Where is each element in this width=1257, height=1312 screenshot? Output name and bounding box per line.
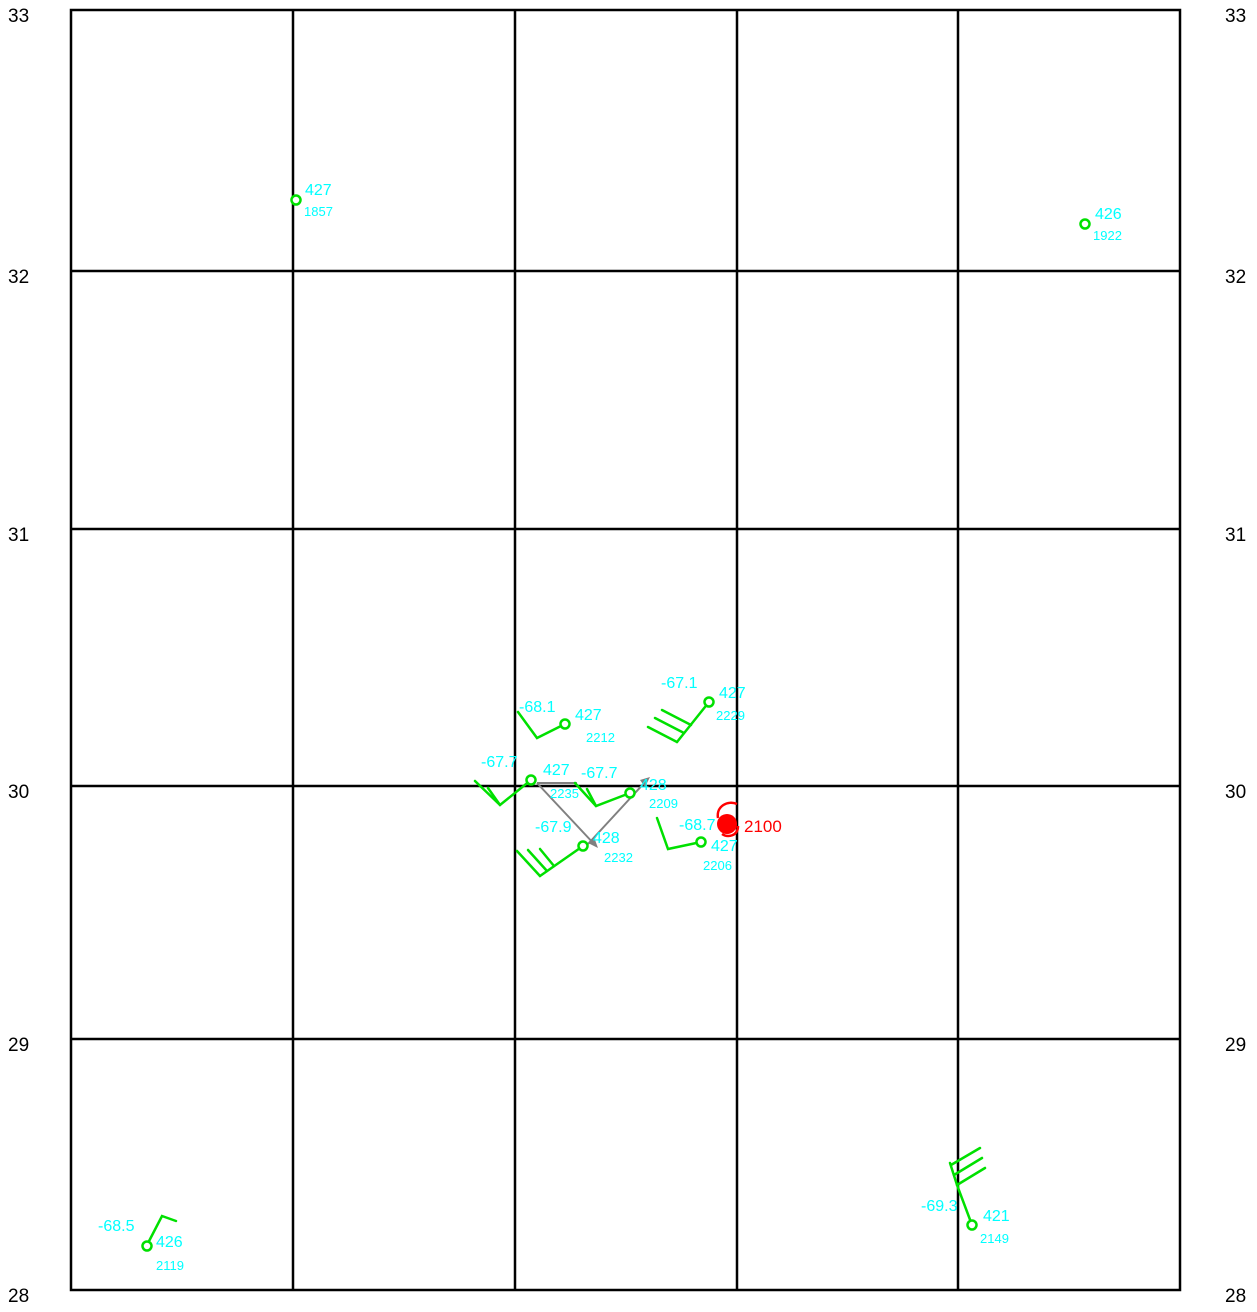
station-circle-icon[interactable] (966, 1219, 978, 1231)
lat-label-30: 30 (8, 782, 29, 803)
station-circle-icon[interactable] (1079, 218, 1091, 230)
temp-label: -68.5 (98, 1218, 135, 1235)
center-time-label: 2100 (744, 817, 782, 836)
time-label: 1857 (304, 204, 333, 219)
time-label: 2209 (649, 796, 678, 811)
time-label: 2232 (604, 850, 633, 865)
wind-barb (145, 1214, 178, 1247)
lat-label-32: 32 (8, 267, 29, 288)
lat-label-30: 30 (1225, 782, 1246, 803)
wind-barb (573, 781, 632, 808)
height-label: 421 (983, 1208, 1010, 1225)
temp-label: -67.7 (581, 765, 618, 782)
arrow-head (640, 777, 650, 787)
storm-center: 2100 (716, 801, 782, 838)
temp-label: -68.7 (679, 817, 716, 834)
lat-label-29: 29 (1225, 1035, 1246, 1056)
wind-barb (948, 1146, 987, 1227)
time-label: 1922 (1093, 228, 1122, 243)
lat-label-32: 32 (1225, 267, 1246, 288)
motion-arrow (536, 782, 597, 847)
height-label: 427 (711, 838, 738, 855)
station-labels: 427 1857 426 1922 -68.1 427 2212 -67.1 4… (98, 182, 1122, 1273)
wind-barb (655, 816, 703, 851)
lat-labels-right: 33 32 31 30 29 28 (1225, 6, 1246, 1307)
height-label: 427 (719, 685, 746, 702)
height-label: 428 (593, 830, 620, 847)
time-label: 2119 (156, 1258, 184, 1273)
lat-label-31: 31 (8, 525, 29, 546)
temp-label: -67.7 (481, 754, 518, 771)
lat-label-33: 33 (1225, 6, 1246, 27)
height-label: 426 (1095, 206, 1122, 223)
time-label: 2235 (550, 786, 579, 801)
wind-barb (473, 778, 533, 807)
storm-center-icon (721, 825, 740, 838)
temp-label: -67.1 (661, 675, 698, 692)
station-markers (141, 194, 1091, 1252)
wind-barbs (145, 700, 987, 1247)
wind-barb (646, 700, 711, 744)
wind-barb (515, 844, 585, 878)
storm-center-icon (716, 801, 738, 819)
station-circle-icon[interactable] (141, 1240, 153, 1252)
lat-lon-grid (69, 8, 1182, 1292)
lat-label-28: 28 (8, 1286, 29, 1307)
lat-label-33: 33 (8, 6, 29, 27)
motion-arrow (587, 779, 648, 845)
time-label: 2149 (980, 1231, 1009, 1246)
time-label: 2206 (703, 858, 732, 873)
time-label: 2212 (586, 730, 615, 745)
map-frame (69, 8, 1182, 1292)
height-label: 427 (543, 762, 570, 779)
lat-label-29: 29 (8, 1035, 29, 1056)
lat-label-28: 28 (1225, 1286, 1246, 1307)
arrow-head (588, 837, 598, 848)
station-circle-icon[interactable] (290, 194, 302, 206)
lat-labels-left: 33 32 31 30 29 28 (8, 6, 29, 1307)
height-label: 426 (156, 1234, 183, 1251)
temp-label: -67.9 (535, 819, 572, 836)
station-circle-icon[interactable] (695, 836, 707, 848)
station-circle-icon[interactable] (525, 774, 537, 786)
wind-barb (516, 710, 567, 740)
motion-vectors (536, 777, 650, 848)
temp-label: -68.1 (519, 699, 556, 716)
height-label: 427 (575, 707, 602, 724)
height-label: 428 (640, 777, 667, 794)
time-label: 2229 (716, 708, 745, 723)
height-label: 427 (305, 182, 332, 199)
storm-center-icon[interactable] (717, 814, 737, 834)
station-circle-icon[interactable] (703, 696, 715, 708)
lat-label-31: 31 (1225, 525, 1246, 546)
temp-label: -69.3 (921, 1198, 958, 1215)
station-circle-icon[interactable] (577, 840, 589, 852)
station-circle-icon[interactable] (624, 787, 636, 799)
station-circle-icon[interactable] (559, 718, 571, 730)
